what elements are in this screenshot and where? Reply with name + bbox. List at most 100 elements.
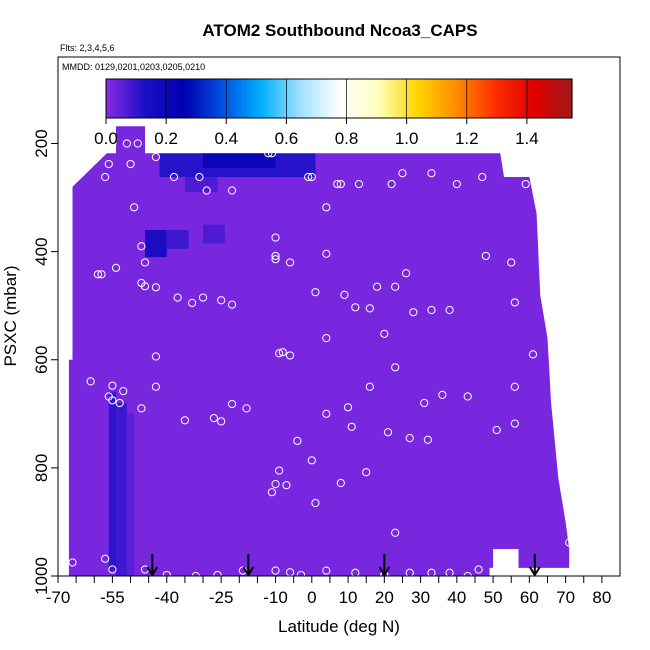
colorbar-segment-7 <box>133 79 138 118</box>
obs-point-48 <box>391 282 400 291</box>
obs-point-14 <box>307 172 316 182</box>
obs-point-103 <box>101 554 110 563</box>
colorbar-segment-21 <box>187 79 193 118</box>
obs-point-93 <box>271 479 280 489</box>
y-axis: 200 400 600 800 1000 <box>32 129 58 595</box>
colorbar-segment-37 <box>249 79 255 118</box>
colorbar-segment-83 <box>428 79 433 118</box>
obs-point-59 <box>365 304 374 313</box>
colorbar-segment-61 <box>342 79 348 118</box>
obs-point-104 <box>108 565 117 574</box>
x-tick-label-13: 80 <box>592 588 611 607</box>
obs-point-57 <box>322 334 331 343</box>
obs-point-95 <box>282 481 291 490</box>
flight-arrow-head-3 <box>528 566 541 576</box>
obs-point-70 <box>115 398 124 408</box>
colorbar-tick-label-0: 0.0 <box>94 129 118 148</box>
obs-point-4 <box>104 159 113 169</box>
colorbar-segment-103 <box>505 79 511 118</box>
x-axis-label: Latitude (deg N) <box>278 617 400 636</box>
colorbar-segment-69 <box>373 79 379 118</box>
colorbar-segment-105 <box>513 79 519 118</box>
obs-point-79 <box>343 403 353 412</box>
colorbar-segment-16 <box>168 79 173 118</box>
obs-point-69 <box>108 396 117 405</box>
colorbar-segment-54 <box>315 79 321 118</box>
obs-point-30 <box>322 249 331 258</box>
colorbar-segment-11 <box>148 79 154 118</box>
colorbar-segment-46 <box>284 79 290 118</box>
colorbar-segment-86 <box>439 79 445 118</box>
colorbar-segment-66 <box>362 79 367 118</box>
obs-point-44 <box>311 288 320 297</box>
colorbar-segment-13 <box>156 79 161 118</box>
colorbar-segment-78 <box>408 79 414 118</box>
obs-point-46 <box>351 303 360 312</box>
colorbar-segment-14 <box>160 79 165 118</box>
chart-subtitle-flights: Flts: 2,3,4,5,6 <box>60 43 115 53</box>
colorbar-segment-79 <box>412 79 418 118</box>
colorbar-segment-95 <box>474 79 480 118</box>
plot-area <box>68 126 574 576</box>
colorbar-segment-6 <box>129 79 134 118</box>
colorbar: 0.0 0.2 0.4 0.6 0.8 1.0 1.2 1.4 <box>94 78 573 148</box>
flight-arrow-head-0 <box>146 566 159 576</box>
obs-point-51 <box>427 305 436 315</box>
colorbar-segment-117 <box>560 79 565 118</box>
obs-point-98 <box>336 478 345 488</box>
colorbar-segment-118 <box>564 79 569 118</box>
colorbar-segment-104 <box>509 79 515 118</box>
x-tick-label-7: 20 <box>375 588 394 607</box>
obs-point-76 <box>227 399 237 409</box>
obs-point-89 <box>293 436 302 445</box>
colorbar-segment-34 <box>238 79 243 118</box>
colorbar-segment-119 <box>568 79 573 118</box>
colorbar-segment-4 <box>121 79 127 118</box>
obs-point-26 <box>271 233 280 242</box>
colorbar-segment-47 <box>288 79 293 118</box>
colorbar-segment-94 <box>471 79 476 118</box>
colorbar-segment-64 <box>354 79 360 118</box>
colorbar-segment-68 <box>370 79 375 118</box>
x-tick-label-0: -70 <box>46 588 71 607</box>
colorbar-segment-108 <box>525 79 530 118</box>
colorbar-segment-60 <box>339 79 344 118</box>
obs-point-100 <box>391 528 400 537</box>
heatmap-background <box>68 126 570 576</box>
obs-point-75 <box>217 417 226 426</box>
colorbar-segment-53 <box>311 79 317 118</box>
colorbar-segment-114 <box>548 79 554 118</box>
obs-point-20 <box>427 169 436 178</box>
obs-point-22 <box>478 172 487 182</box>
obs-point-114 <box>351 568 360 576</box>
obs-point-1 <box>122 139 131 148</box>
obs-point-58 <box>380 329 389 338</box>
flight-arrow-3 <box>528 554 541 576</box>
obs-point-91 <box>423 435 432 444</box>
obs-point-16 <box>336 179 345 189</box>
obs-point-86 <box>492 425 501 435</box>
missing-data-region <box>493 549 519 576</box>
colorbar-segment-12 <box>152 79 158 118</box>
obs-point-11 <box>264 149 273 158</box>
colorbar-segment-24 <box>199 79 204 118</box>
colorbar-tick-label-4: 0.8 <box>335 129 359 148</box>
obs-point-74 <box>209 414 219 423</box>
colorbar-segment-25 <box>203 79 208 118</box>
colorbar-segment-36 <box>245 79 251 118</box>
colorbar-segment-9 <box>140 79 146 118</box>
colorbar-segment-27 <box>210 79 216 118</box>
obs-point-34 <box>97 270 106 279</box>
colorbar-segment-42 <box>269 79 274 118</box>
x-tick-label-3: -25 <box>209 588 234 607</box>
colorbar-segment-92 <box>463 79 468 118</box>
colorbar-segment-5 <box>125 79 130 118</box>
colorbar-segment-73 <box>389 79 394 118</box>
colorbar-segment-98 <box>486 79 492 118</box>
colorbar-segment-116 <box>556 79 561 118</box>
obs-point-107 <box>191 571 200 576</box>
colorbar-segment-75 <box>397 79 402 118</box>
colorbar-segment-52 <box>307 79 313 118</box>
obs-point-116 <box>405 568 414 576</box>
colorbar-segment-93 <box>467 79 472 118</box>
